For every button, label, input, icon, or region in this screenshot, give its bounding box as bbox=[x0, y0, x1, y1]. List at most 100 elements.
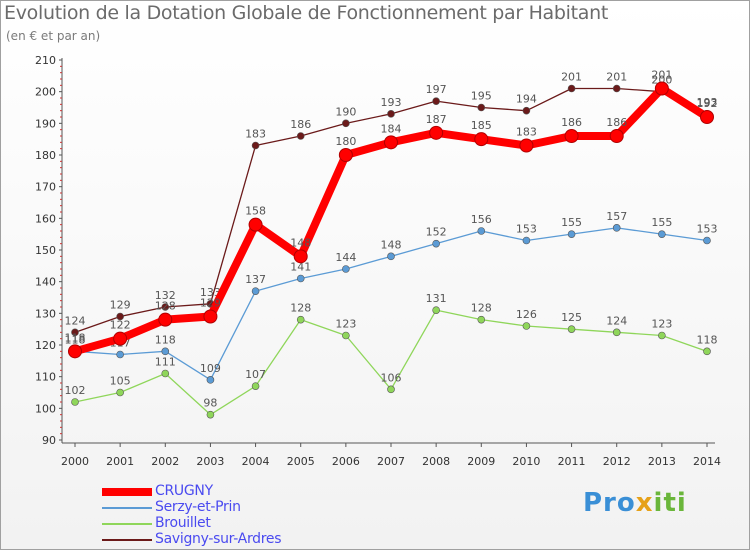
y-tick-label: 110 bbox=[35, 371, 56, 384]
legend-item-savigny-sur-ardres: Savigny-sur-Ardres bbox=[102, 531, 362, 548]
data-point bbox=[116, 350, 124, 359]
data-label: 192 bbox=[697, 97, 718, 110]
y-tick-label: 190 bbox=[35, 117, 56, 130]
x-tick-label: 2007 bbox=[377, 455, 405, 468]
data-point bbox=[206, 376, 215, 384]
data-label: 183 bbox=[516, 126, 537, 139]
data-point bbox=[519, 138, 534, 153]
data-label: 118 bbox=[65, 333, 86, 346]
x-tick-label: 2013 bbox=[648, 455, 676, 468]
data-point bbox=[384, 135, 398, 150]
data-point bbox=[296, 274, 305, 283]
y-tick-label: 180 bbox=[35, 149, 56, 162]
data-label: 200 bbox=[651, 74, 672, 87]
data-point bbox=[387, 385, 395, 394]
data-point bbox=[251, 141, 260, 150]
data-point bbox=[71, 328, 79, 337]
data-label: 129 bbox=[110, 299, 131, 312]
legend-swatch-savigny-sur-ardres bbox=[102, 539, 152, 541]
data-point bbox=[522, 106, 531, 115]
x-tick-label: 2011 bbox=[558, 455, 586, 468]
data-point bbox=[432, 306, 440, 314]
data-label: 186 bbox=[606, 116, 627, 129]
data-point bbox=[564, 129, 579, 143]
chart-subtitle: (en € et par an) bbox=[6, 29, 101, 43]
data-point bbox=[68, 344, 82, 359]
data-label: 125 bbox=[561, 311, 582, 324]
data-label: 124 bbox=[606, 314, 627, 327]
y-tick-label: 120 bbox=[35, 339, 56, 352]
data-label: 122 bbox=[110, 319, 131, 332]
data-point bbox=[432, 239, 440, 248]
data-point bbox=[116, 388, 124, 397]
y-tick-label: 140 bbox=[35, 276, 56, 289]
legend-label-crugny: CRUGNY bbox=[155, 483, 213, 499]
data-label: 107 bbox=[245, 368, 266, 381]
data-label: 137 bbox=[245, 273, 266, 286]
data-label: 152 bbox=[426, 226, 447, 239]
data-point bbox=[477, 103, 486, 112]
data-point bbox=[387, 110, 395, 118]
data-point bbox=[654, 81, 669, 96]
x-tick-label: 2006 bbox=[332, 455, 360, 468]
y-tick-label: 160 bbox=[35, 212, 56, 225]
data-label: 124 bbox=[65, 314, 86, 327]
data-label: 126 bbox=[516, 308, 537, 321]
data-point bbox=[658, 331, 666, 340]
data-label: 128 bbox=[290, 302, 311, 315]
y-tick-label: 90 bbox=[42, 434, 56, 447]
y-tick-label: 100 bbox=[35, 402, 56, 415]
data-point bbox=[522, 236, 531, 245]
data-label: 118 bbox=[155, 333, 176, 346]
legend-item-serzy-et-prin: Serzy-et-Prin bbox=[102, 499, 362, 516]
logo-part-1: Pro bbox=[583, 488, 636, 518]
data-label: 187 bbox=[426, 113, 447, 126]
data-label: 144 bbox=[335, 251, 356, 264]
data-label: 153 bbox=[697, 223, 718, 236]
data-point bbox=[161, 347, 170, 356]
data-point bbox=[338, 148, 353, 162]
data-label: 98 bbox=[203, 397, 217, 410]
x-tick-label: 2001 bbox=[106, 455, 134, 468]
x-tick-label: 2012 bbox=[603, 455, 631, 468]
y-tick-label: 200 bbox=[35, 86, 56, 99]
data-label: 190 bbox=[335, 105, 356, 118]
legend-item-brouillet: Brouillet bbox=[102, 515, 362, 532]
x-tick-label: 2010 bbox=[512, 455, 540, 468]
data-label: 123 bbox=[335, 318, 356, 331]
data-label: 180 bbox=[335, 135, 356, 148]
data-point bbox=[567, 325, 576, 333]
data-point bbox=[251, 287, 260, 295]
data-label: 111 bbox=[155, 356, 176, 369]
data-point bbox=[116, 312, 124, 321]
data-point bbox=[113, 331, 128, 346]
data-point bbox=[158, 312, 173, 327]
x-tick-label: 2008 bbox=[422, 455, 450, 468]
data-point bbox=[703, 236, 711, 245]
data-point bbox=[296, 132, 305, 140]
data-point bbox=[612, 328, 621, 337]
data-label: 106 bbox=[381, 371, 402, 384]
data-point bbox=[293, 249, 308, 264]
data-point bbox=[203, 309, 218, 324]
data-point bbox=[567, 84, 576, 93]
data-label: 148 bbox=[381, 238, 402, 251]
data-point bbox=[700, 110, 714, 124]
data-label: 123 bbox=[651, 318, 672, 331]
y-tick-label: 210 bbox=[35, 54, 56, 67]
series-crugny: 118 122 128 129 158 148 180 184 187 185 183 186 186 2… bbox=[65, 69, 718, 359]
y-tick-label: 150 bbox=[35, 244, 56, 257]
data-label: 118 bbox=[65, 331, 86, 344]
x-tick-label: 2002 bbox=[151, 455, 179, 468]
data-label: 185 bbox=[471, 119, 492, 132]
proxiti-logo: Proxiti bbox=[583, 488, 687, 518]
data-label: 186 bbox=[561, 116, 582, 129]
data-point bbox=[567, 230, 576, 238]
legend-item-crugny: CRUGNY bbox=[102, 483, 362, 500]
data-point bbox=[703, 347, 711, 356]
data-label: 102 bbox=[65, 384, 86, 397]
chart-title: Evolution de la Dotation Globale de Fonc… bbox=[4, 2, 609, 24]
